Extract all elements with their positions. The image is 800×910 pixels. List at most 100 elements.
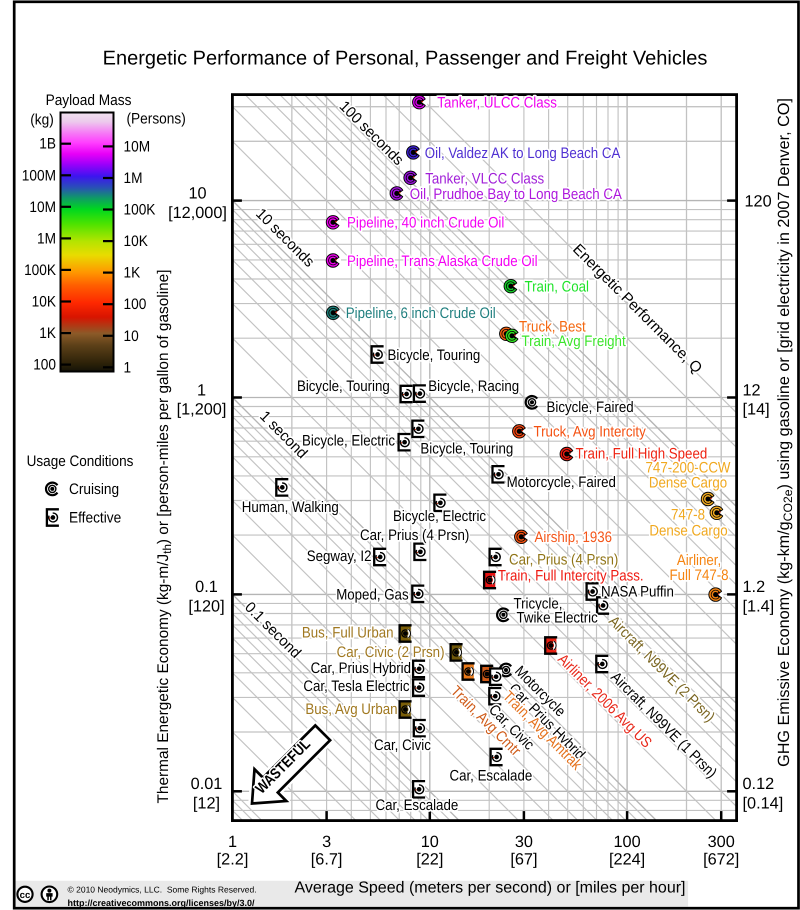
svg-text:10: 10	[421, 833, 439, 851]
svg-text:Human, Walking: Human, Walking	[242, 499, 339, 516]
svg-text:Car, Escalade: Car, Escalade	[376, 797, 459, 814]
svg-text:cc: cc	[20, 890, 31, 901]
svg-text:Car, Civic: Car, Civic	[374, 737, 431, 754]
svg-text:[12,000]: [12,000]	[168, 204, 227, 222]
svg-text:10: 10	[124, 328, 139, 345]
svg-text:Motorcycle, Faired: Motorcycle, Faired	[507, 474, 616, 491]
svg-text:100: 100	[614, 833, 641, 851]
svg-text:300: 300	[708, 833, 735, 851]
svg-text:0.1: 0.1	[195, 578, 218, 596]
svg-text:1.2: 1.2	[743, 578, 766, 596]
svg-text:Car, Civic (2 Prsn): Car, Civic (2 Prsn)	[337, 644, 445, 661]
svg-text:Payload Mass: Payload Mass	[46, 92, 132, 109]
svg-text:http://creativecommons.org/lic: http://creativecommons.org/licenses/by/3…	[68, 898, 256, 908]
svg-text:Tricycle,: Tricycle,	[514, 596, 563, 613]
svg-text:Bicycle, Electric: Bicycle, Electric	[393, 508, 486, 525]
svg-text:10K: 10K	[32, 294, 56, 311]
svg-text:Train, Full High Speed: Train, Full High Speed	[576, 445, 708, 462]
svg-text:1: 1	[197, 381, 206, 399]
svg-text:[22]: [22]	[416, 850, 443, 868]
svg-text:[1,200]: [1,200]	[177, 401, 227, 419]
svg-text:12: 12	[743, 381, 761, 399]
svg-text:Car, Tesla Electric: Car, Tesla Electric	[303, 678, 409, 695]
svg-text:[224]: [224]	[609, 850, 645, 868]
svg-text:Car, Prius (4 Prsn): Car, Prius (4 Prsn)	[509, 552, 618, 569]
svg-text:Pipeline, 6 inch Crude Oil: Pipeline, 6 inch Crude Oil	[346, 305, 496, 322]
svg-text:0.12: 0.12	[743, 775, 775, 793]
svg-text:Effective: Effective	[69, 510, 121, 527]
svg-text:10M: 10M	[29, 199, 56, 216]
svg-text:Tanker, ULCC Class: Tanker, ULCC Class	[437, 95, 557, 112]
svg-text:30: 30	[515, 833, 533, 851]
svg-text:Train, Full Intercity Pass.: Train, Full Intercity Pass.	[498, 567, 644, 584]
svg-text:[1.4]: [1.4]	[743, 598, 775, 616]
svg-text:Dense Cargo: Dense Cargo	[649, 475, 727, 492]
svg-text:[2.2]: [2.2]	[217, 850, 249, 868]
svg-text:Average Speed (meters per seco: Average Speed (meters per second) or [mi…	[294, 880, 685, 897]
svg-text:Car, Prius (4 Prsn): Car, Prius (4 Prsn)	[360, 527, 469, 544]
svg-text:Bicycle, Faired: Bicycle, Faired	[547, 399, 634, 416]
svg-text:Bicycle, Racing: Bicycle, Racing	[428, 378, 519, 395]
svg-text:Truck, Best: Truck, Best	[519, 318, 586, 335]
svg-text:10: 10	[188, 184, 206, 202]
svg-text:0.01: 0.01	[191, 775, 223, 793]
svg-text:Oil, Valdez AK to Long Beach C: Oil, Valdez AK to Long Beach CA	[425, 145, 621, 162]
svg-text:Thermal Energetic Economy (kg-: Thermal Energetic Economy (kg-m/Jth) or …	[155, 269, 174, 803]
svg-text:Dense Cargo: Dense Cargo	[649, 523, 727, 540]
svg-text:Bicycle, Touring: Bicycle, Touring	[420, 440, 513, 457]
svg-text:[6.7]: [6.7]	[311, 850, 343, 868]
svg-text:1M: 1M	[124, 170, 143, 187]
svg-text:(Persons): (Persons)	[127, 111, 186, 128]
svg-text:Bicycle, Touring: Bicycle, Touring	[297, 378, 390, 395]
svg-text:Usage Conditions: Usage Conditions	[27, 453, 134, 470]
svg-text:Bicycle, Touring: Bicycle, Touring	[388, 347, 481, 364]
svg-text:[12]: [12]	[193, 795, 220, 813]
svg-text:Truck, Avg Intercity: Truck, Avg Intercity	[534, 423, 647, 440]
svg-text:Oil, Prudhoe Bay to Long Beach: Oil, Prudhoe Bay to Long Beach CA	[410, 186, 623, 203]
svg-text:1: 1	[228, 833, 237, 851]
svg-text:GHG Emissive Economy (kg-km/gC: GHG Emissive Economy (kg-km/gCO2e) using…	[775, 98, 795, 767]
svg-text:(kg): (kg)	[30, 112, 54, 129]
svg-text:Train, Avg Freight: Train, Avg Freight	[522, 333, 627, 350]
svg-text:10M: 10M	[124, 138, 151, 155]
svg-text:NASA Puffin: NASA Puffin	[601, 584, 674, 601]
svg-text:Car, Prius Hybrid: Car, Prius Hybrid	[311, 660, 411, 677]
svg-text:1B: 1B	[39, 136, 56, 153]
svg-text:747-200-CCW: 747-200-CCW	[646, 460, 732, 477]
svg-text:1: 1	[124, 359, 132, 376]
svg-text:[67]: [67]	[510, 850, 537, 868]
svg-text:1M: 1M	[37, 230, 56, 247]
svg-text:Airliner,: Airliner,	[677, 552, 721, 569]
svg-text:Bicycle, Electric: Bicycle, Electric	[302, 432, 395, 449]
svg-text:100: 100	[33, 357, 56, 374]
svg-text:10K: 10K	[124, 233, 148, 250]
svg-text:[120]: [120]	[188, 598, 224, 616]
svg-text:Energetic Performance of Perso: Energetic Performance of Personal, Passe…	[103, 48, 708, 70]
svg-text:Cruising: Cruising	[69, 481, 119, 498]
svg-text:Tanker, VLCC Class: Tanker, VLCC Class	[425, 170, 544, 187]
svg-text:Train, Coal: Train, Coal	[525, 279, 590, 296]
svg-text:Moped, Gas: Moped, Gas	[336, 587, 409, 604]
svg-text:100M: 100M	[22, 167, 56, 184]
svg-text:Twike Electric: Twike Electric	[517, 610, 599, 627]
svg-text:Bus, Avg Urban: Bus, Avg Urban	[305, 701, 397, 718]
svg-text:[0.14]: [0.14]	[743, 795, 784, 813]
svg-text:Bus, Full Urban: Bus, Full Urban	[302, 625, 394, 642]
svg-text:120: 120	[745, 192, 772, 210]
svg-text:Segway, I2: Segway, I2	[307, 548, 372, 565]
svg-text:100: 100	[124, 296, 147, 313]
svg-text:Pipeline, Trans Alaska Crude O: Pipeline, Trans Alaska Crude Oil	[347, 253, 538, 270]
svg-text:1K: 1K	[124, 265, 141, 282]
svg-text:100K: 100K	[124, 202, 156, 219]
svg-text:Car, Escalade: Car, Escalade	[450, 767, 533, 784]
svg-text:100K: 100K	[24, 262, 56, 279]
svg-text:Full 747-8: Full 747-8	[669, 567, 728, 584]
svg-text:Airship, 1936: Airship, 1936	[535, 529, 613, 546]
svg-text:© 2010 Neodymics, LLC. Some R: © 2010 Neodymics, LLC. Some Rights Reser…	[68, 884, 257, 894]
svg-text:Pipeline, 40 inch Crude Oil: Pipeline, 40 inch Crude Oil	[347, 215, 504, 232]
svg-text:[672]: [672]	[703, 850, 739, 868]
svg-text:3: 3	[322, 833, 331, 851]
svg-text:1K: 1K	[39, 325, 56, 342]
svg-text:[14]: [14]	[743, 401, 770, 419]
svg-text:747-8: 747-8	[671, 506, 705, 523]
